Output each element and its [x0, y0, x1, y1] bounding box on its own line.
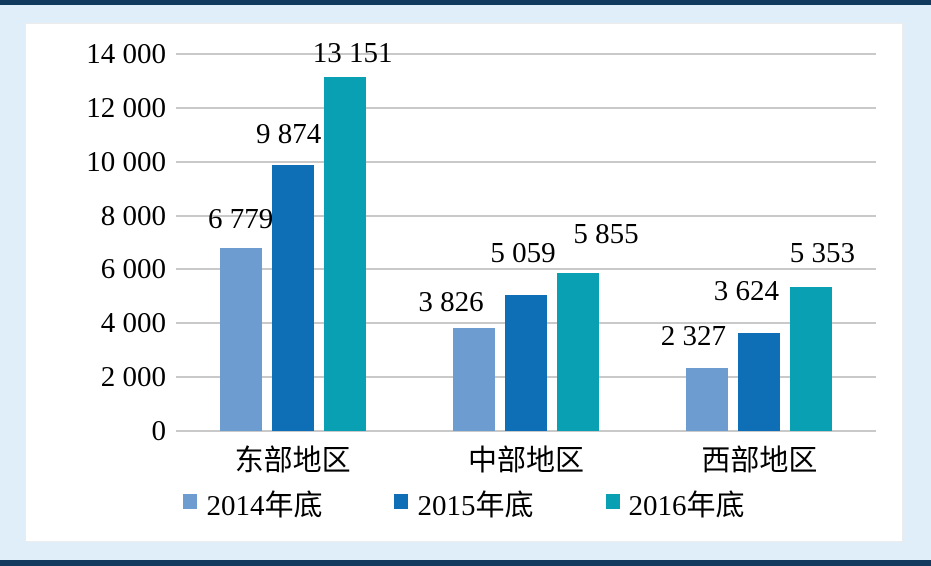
bar [453, 327, 495, 431]
y-axis-tick-label: 12 000 [86, 91, 166, 124]
legend: 2014年底 2015年底 2016年底 [26, 486, 902, 526]
legend-item: 2015年底 [394, 486, 534, 526]
legend-label: 2016年底 [628, 490, 745, 522]
chart-panel: 0 2 000 4 000 6 000 8 000 10 000 12 000 14 000 6… [25, 23, 903, 542]
bar [790, 286, 833, 431]
plot-area: 0 2 000 4 000 6 000 8 000 10 000 12 000 14 000 6… [86, 38, 876, 447]
y-axis-tick-label: 0 [151, 415, 167, 447]
x-axis-category-labels: 东部地区 中部地区 西部地区 [176, 441, 876, 481]
gridline [176, 214, 876, 217]
gridline [176, 160, 876, 163]
category-label: 东部地区 [234, 445, 351, 477]
y-axis-tick-label: 2 000 [100, 361, 166, 394]
legend-label: 2015年底 [417, 490, 534, 522]
value-label: 3 624 [713, 275, 779, 308]
legend-swatch [394, 493, 409, 509]
legend-item: 2014年底 [183, 486, 322, 526]
value-label: 5 855 [573, 218, 639, 251]
y-axis-tick-label: 14 000 [86, 38, 166, 70]
value-label: 13 151 [312, 36, 393, 69]
category-label: 中部地区 [467, 445, 584, 477]
bar [686, 368, 729, 431]
y-axis-tick-label: 4 000 [100, 307, 166, 340]
legend-swatch [183, 493, 198, 509]
y-axis-tick-label: 10 000 [86, 145, 166, 178]
value-label: 3 826 [418, 285, 484, 318]
gridline [176, 268, 876, 271]
value-label: 6 779 [208, 203, 274, 236]
gridline [176, 53, 876, 55]
bottom-border-rule [0, 560, 931, 566]
bar [505, 294, 547, 431]
gridline [176, 106, 876, 109]
bar [323, 76, 366, 431]
bar [219, 248, 262, 431]
category-label: 西部地区 [701, 445, 818, 477]
bar [738, 333, 781, 431]
y-axis-tick-label: 6 000 [100, 253, 166, 286]
legend-item: 2016年底 [605, 486, 745, 526]
value-label: 2 327 [660, 320, 726, 353]
bar [557, 273, 599, 431]
legend-swatch [605, 493, 620, 509]
value-label: 5 059 [490, 236, 556, 269]
gridline [176, 430, 876, 432]
value-label: 9 874 [256, 118, 322, 151]
bar [271, 165, 314, 431]
top-border-rule [0, 0, 931, 5]
legend-label: 2014年底 [206, 490, 323, 522]
y-axis-tick-label: 8 000 [100, 199, 166, 232]
value-label: 5 353 [789, 236, 855, 269]
